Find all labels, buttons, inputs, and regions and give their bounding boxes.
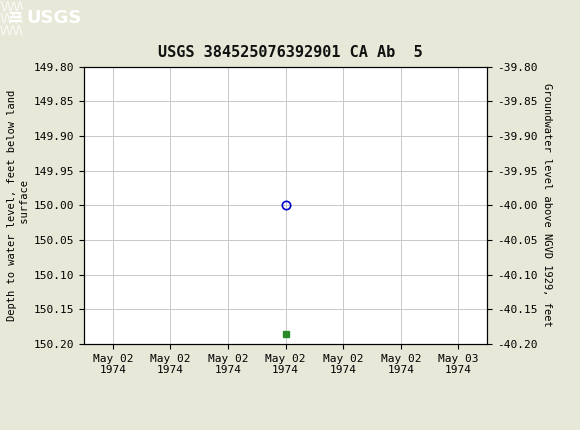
Text: ≡: ≡ bbox=[8, 9, 23, 27]
Y-axis label: Groundwater level above NGVD 1929, feet: Groundwater level above NGVD 1929, feet bbox=[542, 83, 552, 327]
Text: USGS 384525076392901 CA Ab  5: USGS 384525076392901 CA Ab 5 bbox=[158, 45, 422, 60]
Text: USGS: USGS bbox=[26, 9, 81, 27]
Y-axis label: Depth to water level, feet below land
 surface: Depth to water level, feet below land su… bbox=[6, 90, 30, 321]
